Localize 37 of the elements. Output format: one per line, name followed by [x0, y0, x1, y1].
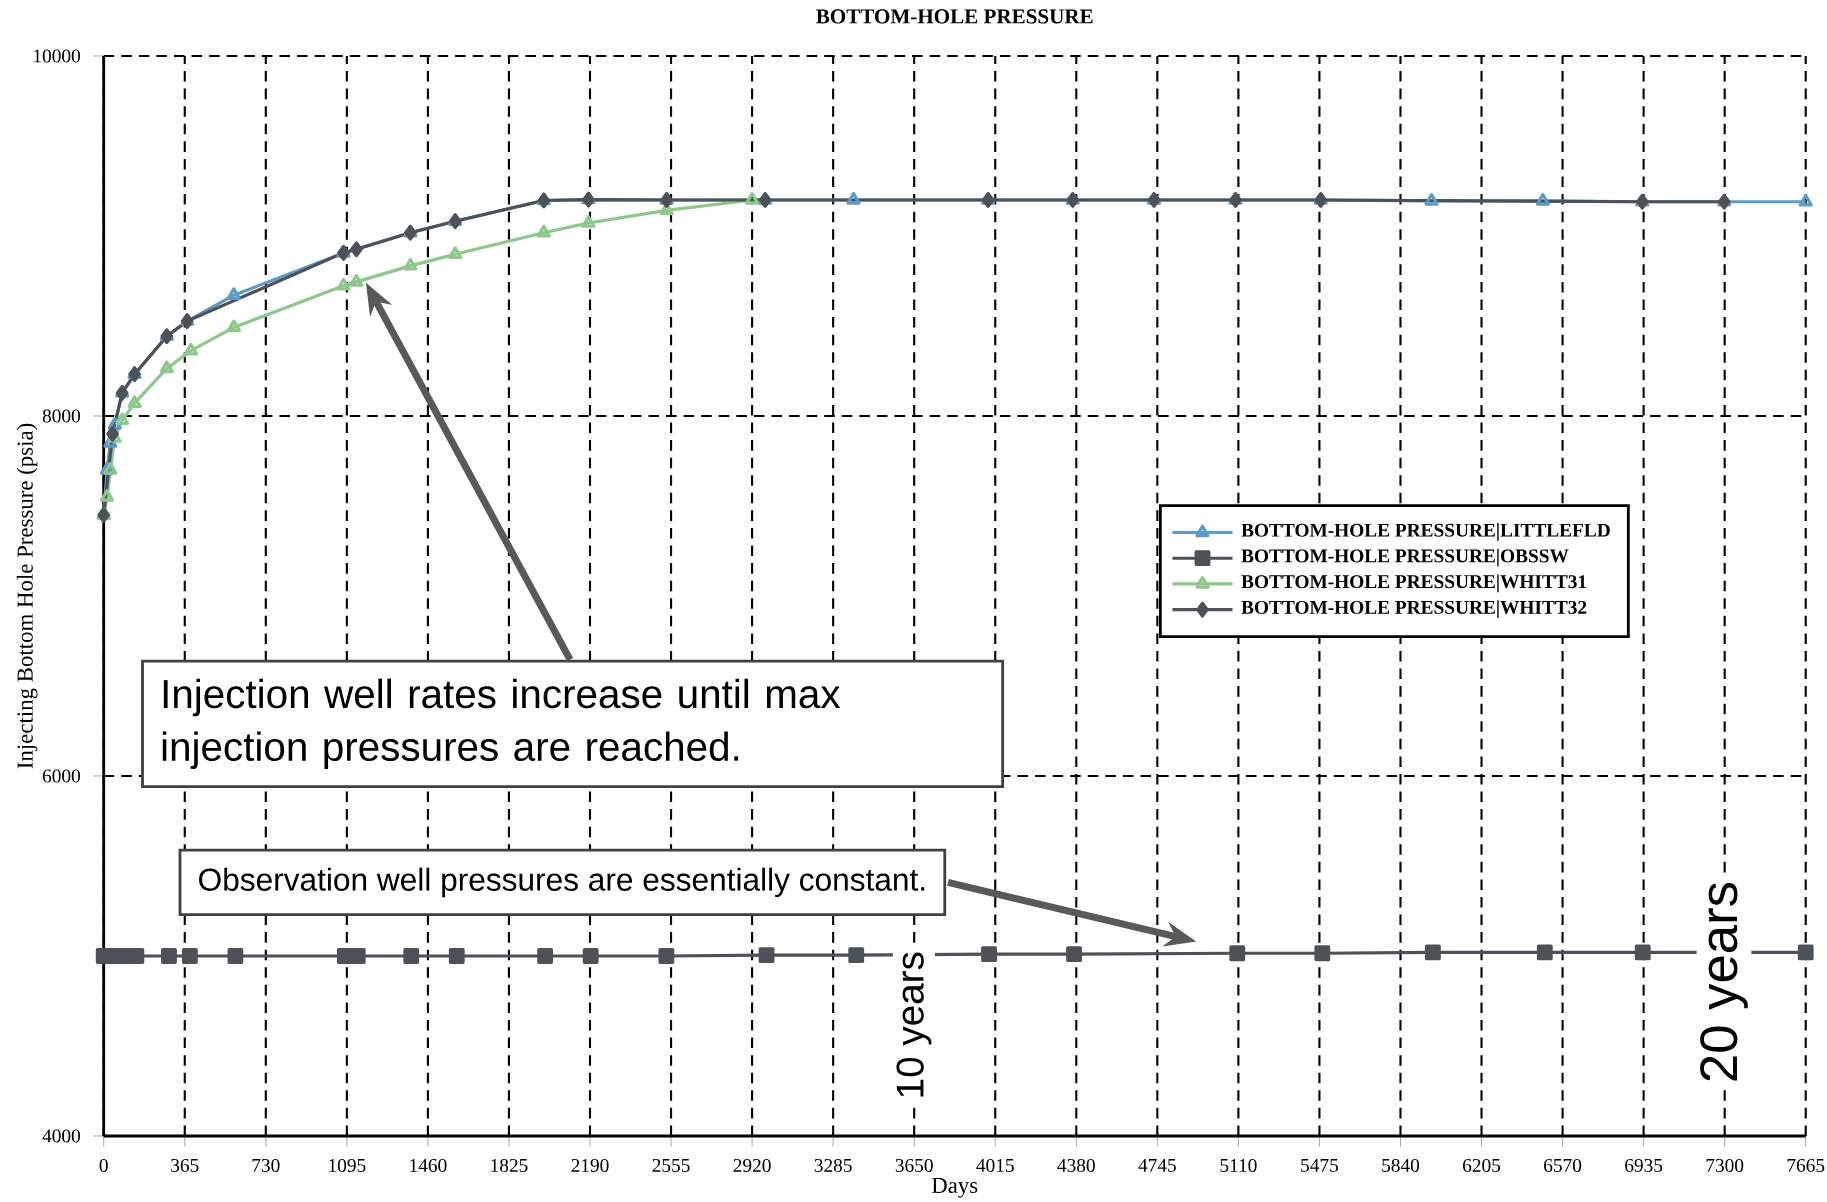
x-axis-title: Days [931, 1177, 978, 1198]
y-tick-label: 10000 [34, 49, 81, 63]
y-axis-title: Injecting Bottom Hole Pressure (psia) [16, 423, 38, 769]
x-tick-label: 3650 [895, 1158, 933, 1172]
annotation: Injection well rates increase until max injection pressures are reached. [162, 678, 841, 770]
legend-label: BOTTOM-HOLE PRESSURE|WHITT32 [1241, 600, 1587, 618]
x-tick-label: 7300 [1706, 1158, 1744, 1172]
annotation: Observation well pressures are essentially constant. [199, 867, 925, 898]
annotation: 20 years [1700, 882, 1748, 1081]
x-tick-label: 6570 [1544, 1158, 1582, 1172]
x-tick-label: 5840 [1382, 1158, 1420, 1172]
x-tick-label: 2190 [571, 1158, 609, 1172]
x-tick-label: 730 [252, 1158, 280, 1172]
y-tick-label: 6000 [42, 769, 81, 783]
chart-title: BOTTOM-HOLE PRESSURE [816, 9, 1093, 24]
x-tick-label: 5475 [1301, 1158, 1339, 1172]
x-tick-label: 1825 [491, 1158, 528, 1172]
x-tick-label: 6935 [1625, 1158, 1663, 1172]
x-tick-label: 7665 [1787, 1158, 1825, 1172]
x-tick-label: 1460 [410, 1158, 447, 1172]
x-tick-label: 5110 [1220, 1158, 1257, 1172]
legend-label: BOTTOM-HOLE PRESSURE|WHITT31 [1241, 574, 1587, 593]
y-tick-label: 8000 [42, 409, 81, 423]
x-tick-label: 4015 [976, 1158, 1014, 1172]
legend-label: BOTTOM-HOLE PRESSURE|LITTLEFLD [1241, 523, 1610, 541]
annotation: 10 years [896, 952, 932, 1097]
x-tick-label: 4745 [1138, 1158, 1176, 1172]
y-tick-label: 4000 [42, 1129, 81, 1143]
x-tick-label: 3285 [814, 1158, 852, 1172]
x-tick-label: 0 [99, 1158, 108, 1172]
legend-label: BOTTOM-HOLE PRESSURE|OBSSW [1241, 548, 1569, 567]
x-tick-label: 365 [171, 1158, 199, 1172]
x-tick-label: 2555 [652, 1158, 690, 1172]
x-tick-label: 4380 [1057, 1158, 1095, 1172]
x-tick-label: 6205 [1463, 1158, 1501, 1172]
x-tick-label: 1095 [329, 1158, 366, 1172]
x-tick-label: 2920 [733, 1158, 771, 1172]
